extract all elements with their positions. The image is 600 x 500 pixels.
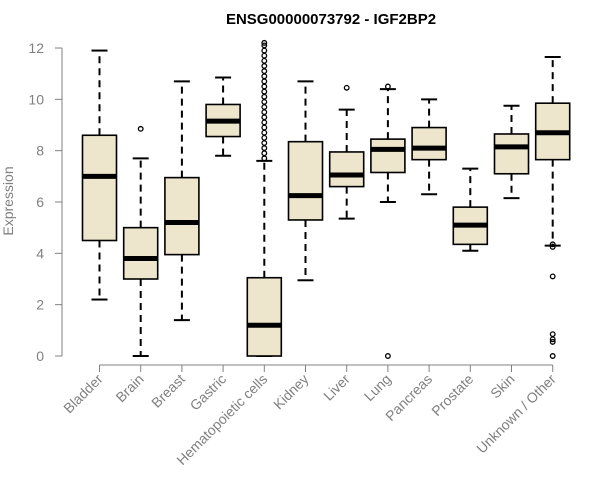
y-tick-label: 2 [36, 297, 44, 313]
outlier-point [137, 125, 144, 132]
y-tick-label: 10 [28, 91, 44, 107]
outlier-point [261, 98, 268, 105]
box-iqr [411, 126, 447, 161]
box-gastric [205, 76, 241, 157]
box-pancreas [411, 98, 447, 196]
outlier-point [261, 124, 268, 131]
outlier-point [384, 353, 391, 359]
chart-title: ENSG00000073792 - IGF2BP2 [226, 11, 436, 28]
y-tick-label: 0 [36, 348, 44, 364]
outlier-point [549, 353, 556, 359]
box-skin [493, 104, 530, 200]
y-tick-label: 12 [28, 40, 44, 56]
outlier-point [261, 104, 268, 110]
y-axis-title: Expression [0, 166, 16, 235]
outlier-point [261, 140, 268, 146]
outlier-point [261, 134, 268, 141]
outlier-point [261, 42, 268, 49]
outlier-point [261, 39, 268, 46]
box-brain [122, 125, 159, 357]
outlier-point [261, 52, 268, 59]
outlier-point [261, 129, 268, 136]
box-iqr [246, 276, 283, 357]
x-tick-label: Bladder [60, 371, 106, 417]
box-bladder [81, 49, 118, 301]
box-iqr [328, 151, 365, 188]
box-iqr [164, 176, 200, 256]
box-liver [328, 84, 365, 220]
x-tick-label: Liver [320, 371, 353, 404]
outlier-point [261, 109, 268, 116]
box-iqr [122, 226, 159, 280]
outlier-point [261, 63, 268, 69]
box-iqr [493, 133, 530, 175]
outlier-point [261, 83, 268, 90]
y-axis: 0 2 4 6 8 10 12 [28, 40, 63, 364]
outlier-point [549, 331, 556, 338]
outlier-point [549, 336, 556, 343]
outlier-point [261, 68, 268, 75]
outlier-point [261, 57, 268, 64]
box-lung [370, 83, 406, 359]
outlier-point [261, 73, 268, 80]
x-tick-label: Brain [112, 371, 146, 405]
outlier-point [261, 150, 268, 157]
outlier-point [343, 84, 350, 91]
y-tick-label: 6 [36, 194, 44, 210]
outlier-point [261, 119, 268, 126]
box-hematopoietic-cells [246, 39, 283, 357]
box-iqr [370, 138, 406, 174]
outlier-point [261, 78, 268, 85]
outlier-point [384, 83, 391, 90]
box-series [81, 39, 571, 359]
box-iqr [81, 134, 118, 242]
y-tick-label: 4 [36, 245, 44, 261]
x-tick-label: Skin [487, 371, 518, 402]
outlier-point [261, 47, 268, 54]
box-breast [164, 80, 200, 322]
outlier-point [261, 145, 268, 152]
x-tick-label: Kidney [270, 371, 312, 413]
box-kidney [287, 80, 324, 282]
box-prostate [452, 167, 489, 252]
outlier-point [549, 338, 556, 345]
outlier-point [549, 243, 556, 250]
outlier-point [549, 273, 556, 280]
box-unknown-other [534, 55, 571, 359]
x-tick-label: Prostate [428, 371, 476, 419]
outlier-point [549, 241, 556, 248]
outlier-point [261, 114, 268, 121]
x-tick-label: Breast [148, 371, 188, 411]
outlier-point [261, 88, 268, 95]
x-tick-label: Lung [361, 371, 394, 404]
y-tick-label: 8 [36, 143, 44, 159]
box-iqr [287, 140, 324, 221]
outlier-point [261, 93, 268, 100]
